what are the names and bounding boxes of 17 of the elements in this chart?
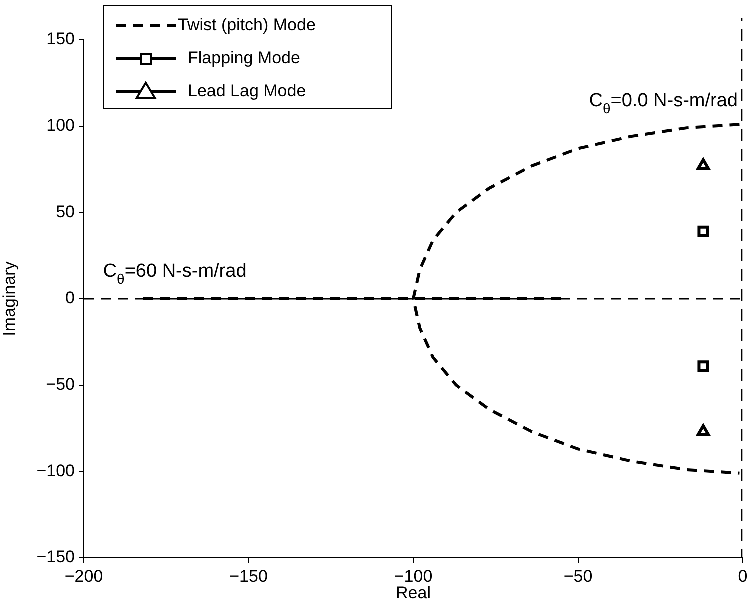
y-tick-label: −50 (46, 375, 75, 394)
y-tick-label: 100 (46, 116, 75, 136)
x-tick-label: −100 (394, 566, 433, 586)
legend-label: Twist (pitch) Mode (178, 16, 316, 35)
x-tick-label: −200 (64, 566, 104, 586)
x-tick-label: −50 (564, 566, 593, 586)
legend-label: Flapping Mode (188, 48, 300, 68)
x-tick-label: 0 (738, 566, 748, 586)
y-tick-label: −100 (36, 461, 75, 480)
x-axis-title: Real (396, 583, 431, 602)
y-axis-title: Imaginary (0, 261, 19, 336)
legend-label: Lead Lag Mode (188, 82, 306, 101)
y-tick-label: 50 (56, 202, 75, 222)
y-tick-label: −150 (36, 548, 75, 567)
y-tick-label: 150 (46, 30, 75, 49)
y-tick-label: 0 (66, 288, 75, 308)
x-tick-label: −150 (230, 566, 268, 586)
